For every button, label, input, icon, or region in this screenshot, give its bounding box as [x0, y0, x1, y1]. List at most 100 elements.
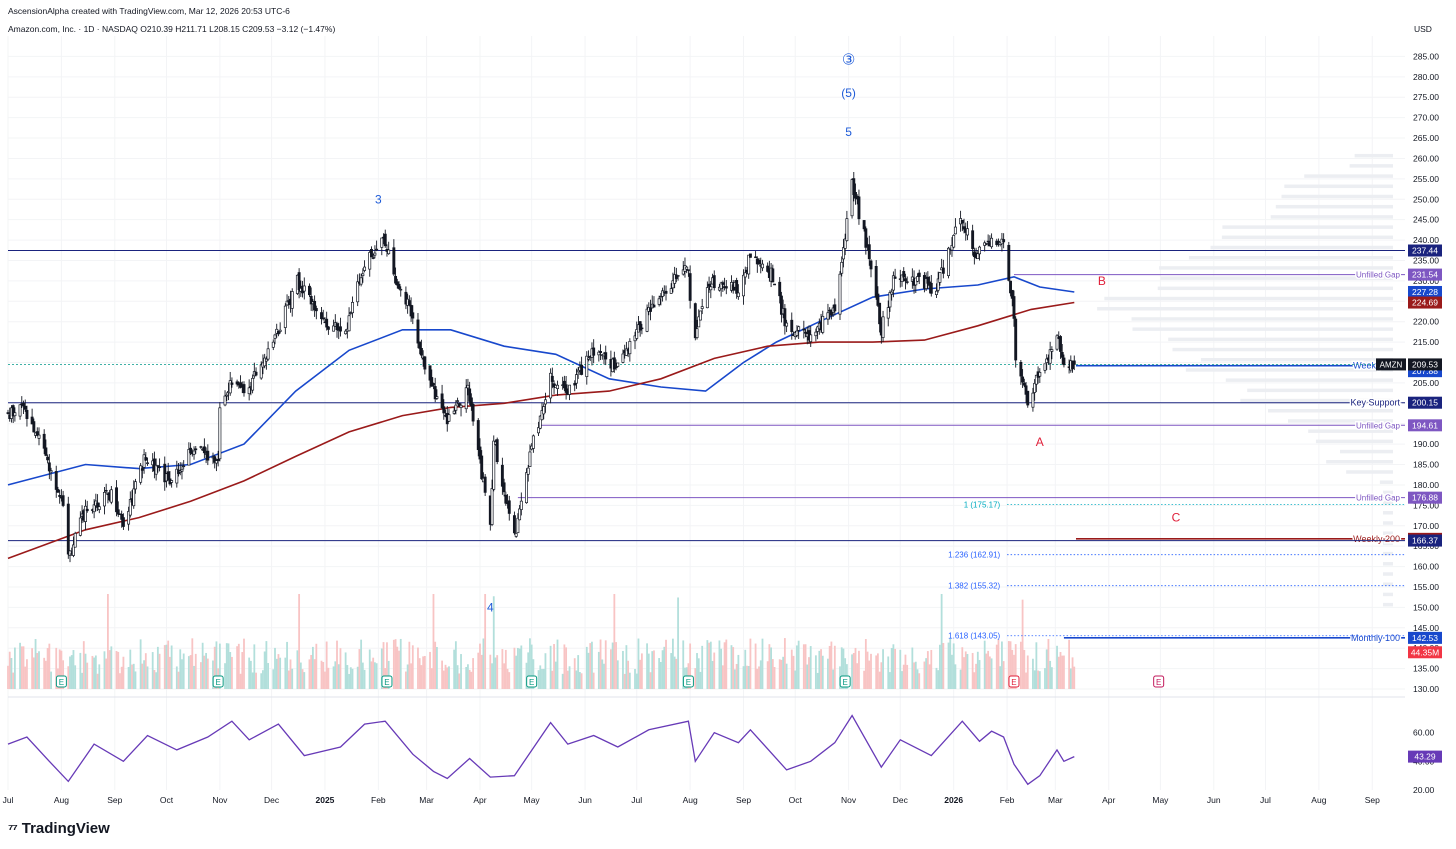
volume-bar: [947, 642, 950, 689]
volume-bar: [399, 638, 402, 689]
volume-bar: [966, 654, 969, 689]
volume-bar: [711, 660, 714, 689]
volume-bar: [8, 651, 11, 689]
earnings-marker[interactable]: [212, 675, 224, 688]
earnings-marker[interactable]: [1153, 675, 1165, 688]
price-badge: [1408, 244, 1442, 257]
earnings-marker[interactable]: [381, 675, 393, 688]
current-price-badge-text: 209.53: [1412, 359, 1438, 369]
rsi-line: [7, 714, 1075, 786]
candle-body: [1038, 372, 1042, 377]
y-axis-unit: USD: [1414, 24, 1432, 34]
candle-body: [604, 352, 608, 360]
volume-profile-bar: [1157, 286, 1393, 291]
volume-bar: [422, 656, 425, 689]
tradingview-logo[interactable]: ⁷⁷ TradingView: [8, 820, 110, 837]
candle-body: [285, 300, 289, 306]
earnings-marker[interactable]: [55, 675, 67, 688]
volume-bar: [699, 671, 702, 689]
volume-bar: [20, 646, 23, 689]
volume-bar: [103, 651, 106, 689]
volume-bar: [856, 663, 859, 689]
volume-bar: [406, 664, 409, 689]
x-tick-label: May: [524, 795, 541, 805]
volume-bar: [394, 639, 397, 689]
rsi-badge: [1408, 750, 1442, 763]
earnings-marker-label: E: [842, 678, 847, 687]
x-tick-label: Feb: [371, 795, 386, 805]
volume-bar: [827, 658, 829, 689]
volume-bar: [816, 672, 819, 689]
volume-bar: [182, 653, 185, 689]
volume-bar: [374, 662, 376, 689]
moving-averages: [7, 275, 1075, 560]
volume-bar: [713, 652, 716, 689]
volume-bar: [36, 652, 39, 689]
volume-bar: [410, 663, 412, 689]
volume-bar: [1049, 660, 1052, 689]
volume-profile-bar: [1383, 541, 1393, 546]
volume-bar: [315, 643, 318, 689]
volume-bar: [423, 655, 426, 689]
volume-bar: [672, 638, 674, 689]
volume-bar: [465, 666, 468, 689]
volume-bar: [375, 663, 378, 689]
earnings-marker[interactable]: [526, 675, 538, 688]
candle-body: [68, 550, 72, 556]
volume-bar: [820, 649, 822, 689]
volume-profile-bar: [1240, 398, 1393, 403]
earnings-marker[interactable]: [682, 675, 694, 688]
volume-bar: [697, 658, 700, 689]
candle-body: [635, 329, 639, 339]
volume-bar: [122, 656, 125, 689]
volume-bar: [758, 666, 760, 689]
volume-bar: [954, 664, 957, 689]
volume-bar: [1044, 668, 1046, 689]
candle-body: [187, 449, 191, 466]
candle-body: [430, 377, 434, 387]
candlesticks: [6, 171, 1076, 563]
volume-bar: [591, 641, 593, 689]
volume-bar: [1050, 667, 1053, 689]
candle-body: [785, 322, 789, 327]
volume-bar: [709, 641, 712, 689]
candle-body: [84, 505, 87, 522]
volume-bar: [253, 644, 256, 689]
earnings-marker[interactable]: [1008, 675, 1020, 688]
volume-bar: [842, 648, 845, 689]
volume-bar: [1056, 645, 1058, 689]
candle-body: [116, 509, 120, 515]
volume-bar: [32, 657, 35, 689]
candle-body: [688, 273, 692, 301]
earnings-marker[interactable]: [839, 675, 851, 688]
volume-profile-bar: [1221, 235, 1393, 240]
x-tick-label: Dec: [893, 795, 909, 805]
volume-bar: [165, 644, 168, 689]
price-badge: [1408, 285, 1442, 298]
y-tick-label: 205.00: [1413, 378, 1439, 388]
candle-body: [878, 302, 882, 325]
volume-bar: [360, 639, 363, 689]
wave-label: 3: [375, 192, 382, 206]
volume-bar: [213, 646, 216, 689]
earnings-marker-label: E: [1156, 678, 1161, 687]
volume-bar: [942, 642, 945, 689]
volume-bar: [913, 662, 915, 689]
volume-bar: [339, 648, 342, 689]
candle-body: [587, 357, 590, 360]
volume-bar: [1013, 654, 1015, 689]
volume-bar: [98, 664, 101, 689]
volume-bar: [623, 673, 626, 689]
volume-bar: [1035, 642, 1038, 689]
candle-body: [845, 218, 849, 242]
volume-bar: [324, 671, 326, 689]
candle-body: [864, 228, 868, 248]
volume-bar: [544, 653, 547, 689]
volume-bar: [568, 666, 571, 689]
volume-bar: [279, 657, 282, 689]
volume-bar: [575, 670, 578, 689]
volume-profile-bar: [1270, 215, 1393, 219]
candle-body: [685, 266, 689, 270]
candle-body: [49, 470, 53, 473]
